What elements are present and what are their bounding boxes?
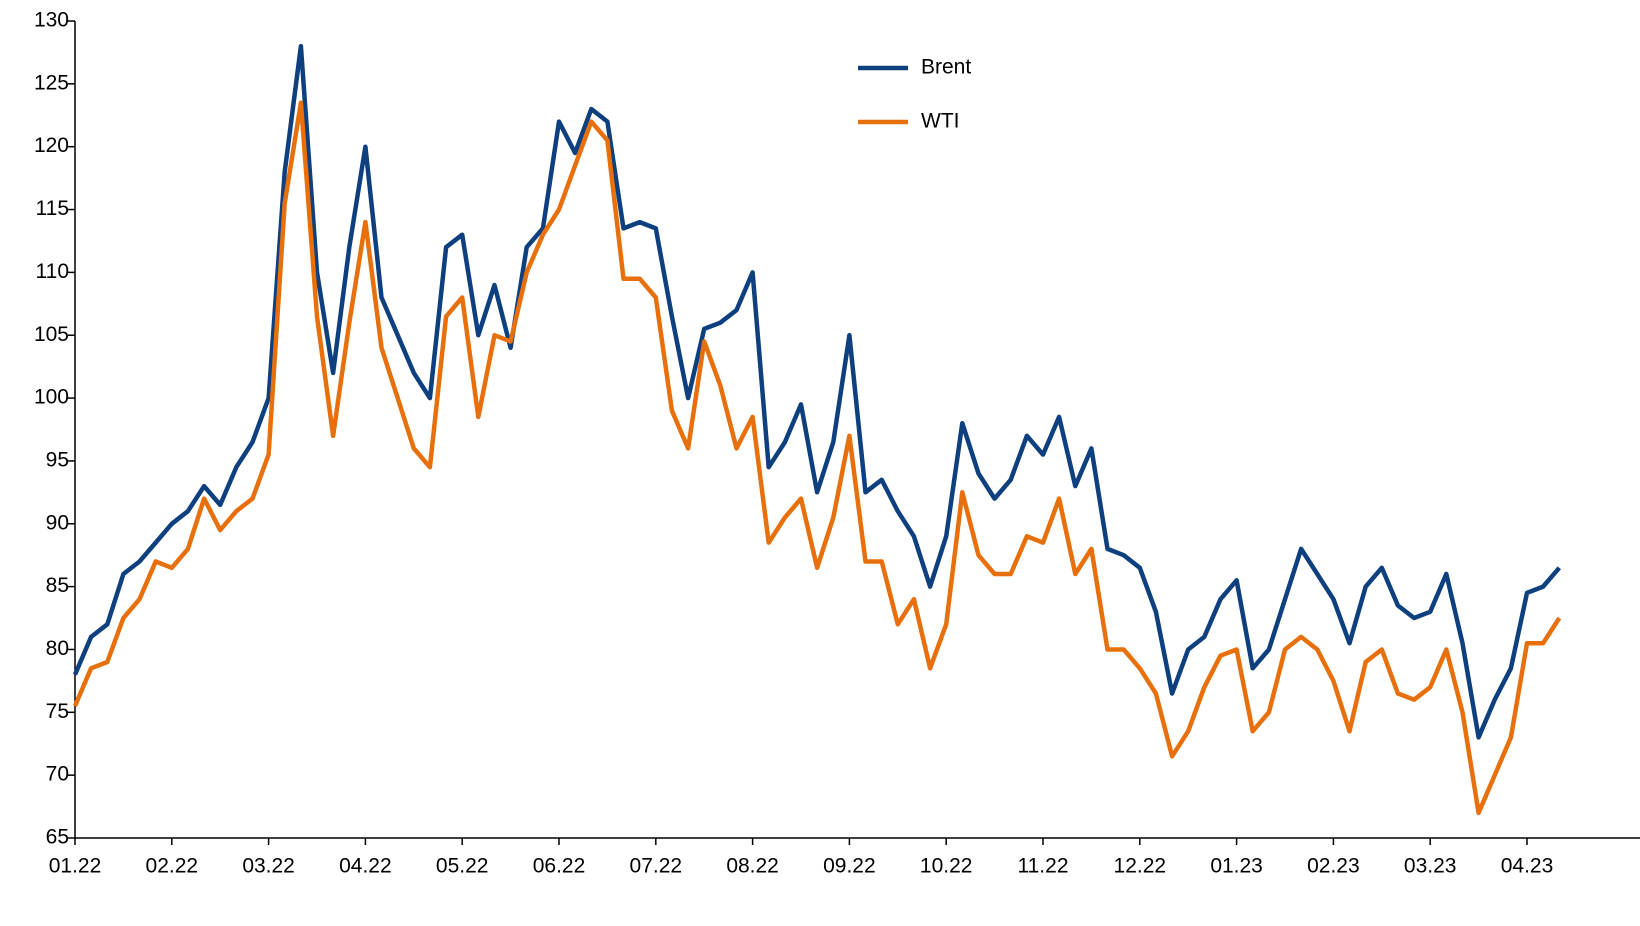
y-tick-label: 115: [36, 197, 69, 220]
y-tick-label: 120: [34, 134, 69, 157]
x-tick-label: 09.22: [823, 855, 876, 878]
x-tick-label: 01.22: [49, 855, 102, 878]
y-tick-label: 80: [46, 637, 69, 660]
x-tick-label: 12.22: [1114, 855, 1167, 878]
line-series: [72, 43, 1562, 740]
x-tick-label: 05.22: [436, 855, 489, 878]
y-tick-label: 70: [46, 763, 69, 786]
legend-label: Brent: [921, 56, 971, 79]
y-tick-label: 75: [46, 700, 69, 723]
x-tick-label: 04.22: [339, 855, 392, 878]
y-tick-label: 85: [46, 574, 69, 597]
x-tick-label: 04.23: [1501, 855, 1554, 878]
y-tick-label: 105: [34, 323, 69, 346]
x-tick-label: 03.22: [242, 855, 295, 878]
y-tick-label: 65: [46, 826, 69, 849]
x-tick-label: 08.22: [726, 855, 779, 878]
x-tick-label: 03.23: [1404, 855, 1457, 878]
y-tick-label: 130: [34, 9, 69, 32]
x-tick-label: 02.22: [146, 855, 199, 878]
x-tick-label: 11.22: [1018, 855, 1069, 878]
y-tick-label: 100: [34, 386, 69, 409]
x-tick-label: 02.23: [1307, 855, 1360, 878]
x-tick-label: 01.23: [1210, 855, 1263, 878]
y-tick-label: 125: [34, 71, 69, 94]
legend-label: WTI: [921, 110, 959, 133]
y-tick-label: 95: [46, 448, 69, 471]
y-tick-label: 110: [36, 260, 69, 283]
y-tick-label: 90: [46, 511, 69, 534]
x-tick-label: 06.22: [533, 855, 586, 878]
line-series: [72, 100, 1562, 816]
x-tick-label: 07.22: [630, 855, 683, 878]
x-tick-label: 10.22: [920, 855, 973, 878]
